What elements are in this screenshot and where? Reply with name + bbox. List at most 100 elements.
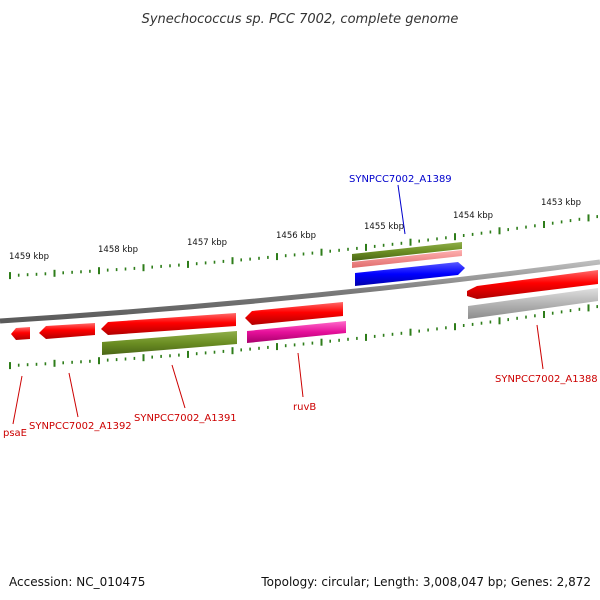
inner-tick-13	[124, 357, 127, 361]
inner-tick-55	[498, 317, 501, 325]
inner-tick-27	[249, 347, 251, 351]
gene-red-a1392[interactable]	[39, 323, 95, 339]
gene-olive-upper[interactable]	[352, 242, 462, 261]
gene-label-a1391[interactable]: SYNPCC7002_A1391	[134, 413, 237, 424]
gene-red-a1388[interactable]	[467, 270, 598, 299]
gene-red-a1391[interactable]	[101, 313, 236, 335]
inner-tick-37	[338, 338, 340, 342]
outer-tick-54	[489, 230, 492, 234]
outer-tick-24	[222, 259, 225, 263]
leader-a1392	[68, 372, 79, 418]
inner-tick-24	[222, 349, 225, 353]
inner-tick-44	[400, 331, 403, 335]
inner-tick-36	[329, 339, 331, 343]
kbp-label-1459: 1459 kbp	[9, 252, 49, 262]
page-title: Synechococcus sp. PCC 7002, complete gen…	[142, 12, 459, 27]
inner-tick-60	[543, 311, 545, 318]
outer-tick-50	[454, 233, 456, 241]
outer-tick-21	[195, 262, 198, 266]
leader-lines	[12, 184, 544, 425]
outer-tick-36	[329, 249, 331, 253]
inner-tick-4	[44, 362, 47, 366]
inner-tick-59	[534, 314, 536, 318]
right-features	[467, 270, 598, 319]
kbp-label-1458: 1458 kbp	[98, 245, 138, 255]
inner-tick-8	[80, 360, 82, 364]
inner-tick-41	[373, 334, 376, 338]
leader-a1389	[397, 184, 406, 235]
inner-tick-65	[587, 304, 590, 312]
inner-tick-48	[436, 327, 438, 331]
outer-tick-31	[284, 254, 287, 258]
gene-gray-a1388[interactable]	[468, 288, 598, 319]
lower-features	[11, 302, 346, 355]
kbp-labels: 1459 kbp 1458 kbp 1457 kbp 1456 kbp 1455…	[9, 198, 581, 262]
inner-tick-34	[311, 341, 314, 345]
outer-tick-40	[365, 243, 367, 251]
outer-tick-37	[338, 248, 340, 252]
outer-tick-7	[71, 270, 73, 274]
inner-tick-16	[151, 355, 153, 359]
gene-label-a1392[interactable]: SYNPCC7002_A1392	[29, 421, 132, 432]
inner-tick-2	[26, 363, 29, 367]
outer-tick-22	[204, 261, 207, 265]
kbp-label-1453: 1453 kbp	[541, 198, 581, 208]
outer-tick-56	[507, 228, 509, 232]
inner-tick-66	[596, 305, 598, 309]
gene-red-psae[interactable]	[11, 327, 30, 340]
outer-tick-26	[240, 258, 242, 262]
inner-tick-28	[258, 346, 260, 350]
gene-magenta-ruvb[interactable]	[247, 321, 346, 343]
inner-tick-22	[204, 351, 207, 355]
gene-labels: SYNPCC7002_A1389 SYNPCC7002_A1388 ruvB S…	[3, 174, 598, 439]
leader-psae	[12, 375, 23, 425]
inner-tick-6	[62, 361, 64, 365]
inner-tick-56	[507, 318, 509, 322]
inner-tick-15	[142, 354, 145, 362]
inner-tick-25	[231, 347, 234, 355]
gene-olive-a1391[interactable]	[102, 331, 237, 355]
gene-label-psae[interactable]: psaE	[3, 428, 27, 439]
inner-tick-10	[98, 357, 100, 365]
inner-tick-3	[35, 362, 38, 366]
outer-tick-65	[587, 214, 590, 222]
outer-tick-0	[9, 272, 11, 280]
inner-tick-9	[89, 359, 91, 363]
outer-tick-51	[462, 234, 465, 237]
outer-tick-23	[213, 260, 216, 264]
inner-tick-30	[276, 343, 278, 351]
gene-red-ruvb[interactable]	[245, 302, 343, 325]
inner-tick-64	[578, 307, 581, 311]
accession-text: Accession: NC_010475	[9, 575, 145, 589]
outer-tick-44	[400, 241, 403, 245]
upper-features	[352, 242, 465, 286]
genome-summary: Topology: circular; Length: 3,008,047 bp…	[260, 575, 591, 589]
inner-tick-45	[409, 328, 412, 336]
leader-a1391	[171, 364, 186, 409]
leader-ruvb	[297, 352, 304, 398]
outer-tick-32	[293, 253, 296, 257]
inner-tick-1	[17, 363, 20, 367]
inner-tick-21	[195, 352, 198, 356]
inner-tick-0	[9, 362, 11, 370]
outer-tick-5	[53, 269, 56, 277]
inner-tick-5	[53, 359, 56, 367]
inner-tick-50	[454, 323, 456, 331]
inner-tick-40	[365, 333, 367, 341]
inner-tick-23	[213, 350, 216, 354]
outer-tick-17	[160, 264, 162, 268]
leader-a1388	[536, 324, 544, 370]
outer-tick-62	[560, 220, 563, 224]
outer-tick-57	[516, 226, 518, 230]
gene-pink-upper[interactable]	[352, 250, 462, 268]
inner-tick-14	[133, 356, 136, 360]
outer-tick-61	[551, 221, 554, 225]
gene-label-a1388[interactable]: SYNPCC7002_A1388	[495, 374, 598, 385]
gene-label-a1389[interactable]: SYNPCC7002_A1389	[349, 174, 452, 185]
gene-blue-a1389[interactable]	[355, 262, 465, 286]
gene-label-ruvb[interactable]: ruvB	[293, 402, 316, 413]
inner-tick-35	[320, 338, 323, 346]
inner-tick-39	[356, 336, 358, 340]
outer-tick-1	[17, 273, 20, 277]
outer-tick-8	[80, 270, 82, 274]
